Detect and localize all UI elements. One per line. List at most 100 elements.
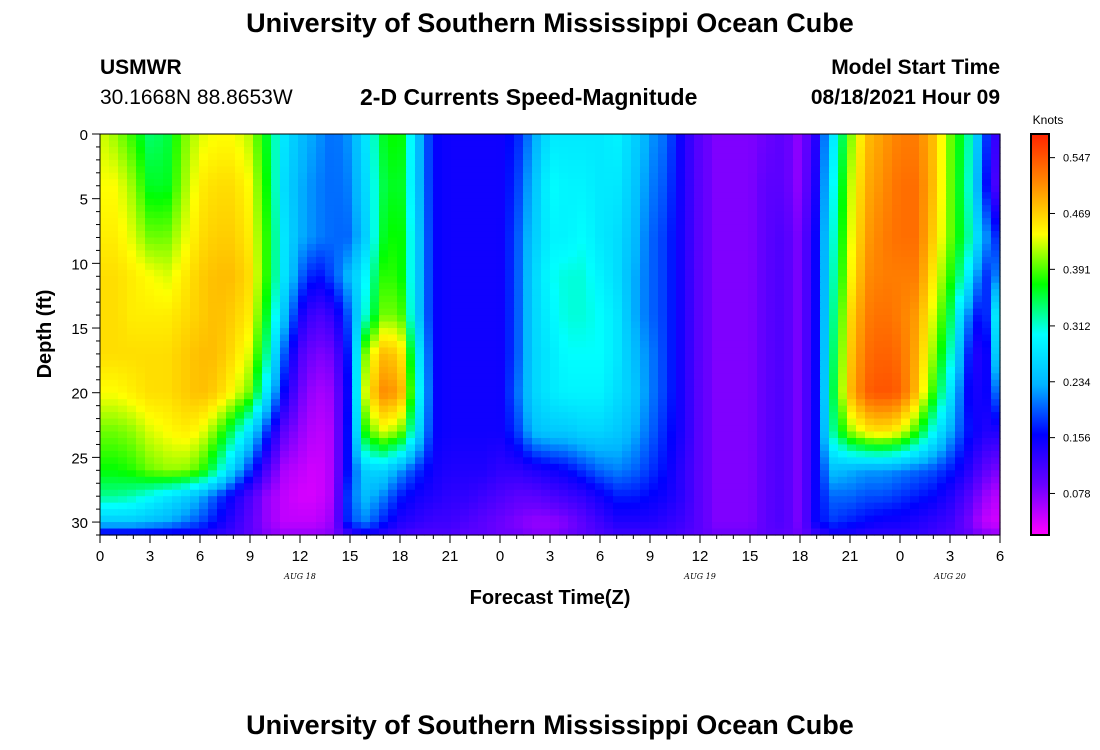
heatmap-cell	[937, 263, 947, 271]
heatmap-cell	[388, 153, 398, 161]
heatmap-cell	[253, 418, 263, 426]
heatmap-cell	[658, 185, 668, 193]
heatmap-cell	[469, 263, 479, 271]
heatmap-cell	[730, 347, 740, 355]
heatmap-cell	[433, 185, 443, 193]
heatmap-cell	[181, 308, 191, 316]
heatmap-cell	[586, 134, 596, 142]
heatmap-cell	[100, 366, 110, 374]
heatmap-cell	[802, 269, 812, 277]
heatmap-cell	[496, 321, 506, 329]
heatmap-cell	[514, 444, 524, 452]
heatmap-cell	[100, 399, 110, 407]
heatmap-cell	[235, 425, 245, 433]
heatmap-cell	[487, 146, 497, 155]
heatmap-cell	[856, 347, 866, 355]
heatmap-cell	[694, 373, 704, 381]
heatmap-cell	[451, 334, 461, 342]
heatmap-cell	[856, 399, 866, 407]
heatmap-cell	[451, 399, 461, 407]
heatmap-cell	[946, 218, 956, 226]
heatmap-cell	[874, 250, 884, 258]
heatmap-cell	[541, 205, 551, 213]
heatmap-cell	[388, 237, 398, 245]
heatmap-cell	[622, 347, 632, 355]
heatmap-cell	[613, 308, 623, 316]
heatmap-cell	[235, 444, 245, 452]
heatmap-cell	[550, 231, 560, 239]
heatmap-cell	[883, 256, 893, 264]
heatmap-cell	[451, 243, 461, 252]
heatmap-cell	[865, 360, 875, 368]
heatmap-cell	[631, 450, 641, 458]
heatmap-cell	[235, 218, 245, 226]
heatmap-cell	[181, 153, 191, 161]
heatmap-cell	[235, 399, 245, 407]
heatmap-cell	[280, 392, 290, 400]
heatmap-cell	[280, 269, 290, 277]
heatmap-cell	[316, 399, 326, 407]
heatmap-cell	[316, 263, 326, 271]
heatmap-cell	[604, 308, 614, 316]
heatmap-cell	[856, 328, 866, 336]
heatmap-cell	[478, 192, 488, 200]
heatmap-cell	[676, 134, 686, 142]
heatmap-cell	[424, 166, 434, 174]
heatmap-cell	[478, 250, 488, 258]
heatmap-cell	[523, 431, 533, 439]
heatmap-cell	[379, 399, 389, 407]
heatmap-cell	[523, 218, 533, 226]
heatmap-cell	[694, 315, 704, 323]
heatmap-cell	[532, 263, 542, 271]
heatmap-cell	[514, 315, 524, 323]
heatmap-cell	[253, 386, 263, 394]
heatmap-cell	[496, 399, 506, 407]
heatmap-cell	[253, 282, 263, 290]
heatmap-cell	[595, 172, 605, 180]
heatmap-cell	[577, 315, 587, 323]
heatmap-cell	[577, 179, 587, 187]
heatmap-cell	[883, 198, 893, 206]
heatmap-cell	[721, 289, 731, 297]
heatmap-cell	[469, 366, 479, 374]
heatmap-cell	[658, 444, 668, 452]
heatmap-cell	[487, 308, 497, 316]
heatmap-cell	[145, 412, 155, 420]
heatmap-cell	[343, 360, 353, 368]
heatmap-cell	[676, 328, 686, 336]
heatmap-cell	[991, 425, 1001, 433]
heatmap-cell	[451, 192, 461, 200]
heatmap-cell	[802, 444, 812, 452]
heatmap-cell	[577, 211, 587, 219]
heatmap-cell	[172, 218, 182, 226]
heatmap-cell	[478, 328, 488, 336]
heatmap-cell	[775, 418, 785, 426]
heatmap-cell	[712, 192, 722, 200]
heatmap-cell	[829, 340, 839, 349]
heatmap-cell	[712, 243, 722, 252]
heatmap-cell	[982, 425, 992, 433]
heatmap-cell	[271, 224, 281, 232]
heatmap-cell	[613, 340, 623, 349]
heatmap-cell	[451, 172, 461, 180]
heatmap-cell	[532, 153, 542, 161]
heatmap-cell	[910, 185, 920, 193]
heatmap-cell	[694, 405, 704, 413]
heatmap-cell	[190, 256, 200, 264]
heatmap-cell	[694, 146, 704, 155]
heatmap-cell	[757, 185, 767, 193]
heatmap-cell	[262, 276, 272, 284]
heatmap-cell	[829, 179, 839, 187]
heatmap-cell	[739, 231, 749, 239]
heatmap-cell	[145, 334, 155, 342]
heatmap-cell	[640, 431, 650, 439]
heatmap-cell	[829, 282, 839, 290]
heatmap-cell	[100, 302, 110, 310]
heatmap-cell	[208, 431, 218, 439]
heatmap-cell	[253, 140, 263, 148]
heatmap-cell	[469, 418, 479, 426]
heatmap-cell	[199, 198, 209, 206]
heatmap-cell	[667, 302, 677, 310]
heatmap-cell	[325, 386, 335, 394]
heatmap-cell	[613, 366, 623, 374]
